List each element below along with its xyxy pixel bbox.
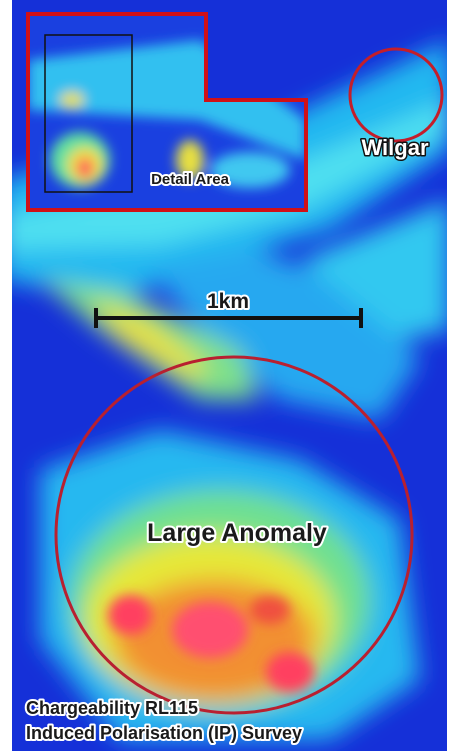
caption-line: Chargeability RL115: [26, 698, 198, 718]
inset-label: Detail Area: [151, 171, 229, 188]
caption-line: Induced Polarisation (IP) Survey: [26, 723, 302, 743]
scale-label: 1km: [207, 290, 249, 313]
map: Detail Area Wilgar 1km Large Anomaly Cha…: [0, 0, 451, 751]
anomaly-label: Large Anomaly: [147, 519, 327, 547]
wilgar-label: Wilgar: [361, 135, 428, 160]
